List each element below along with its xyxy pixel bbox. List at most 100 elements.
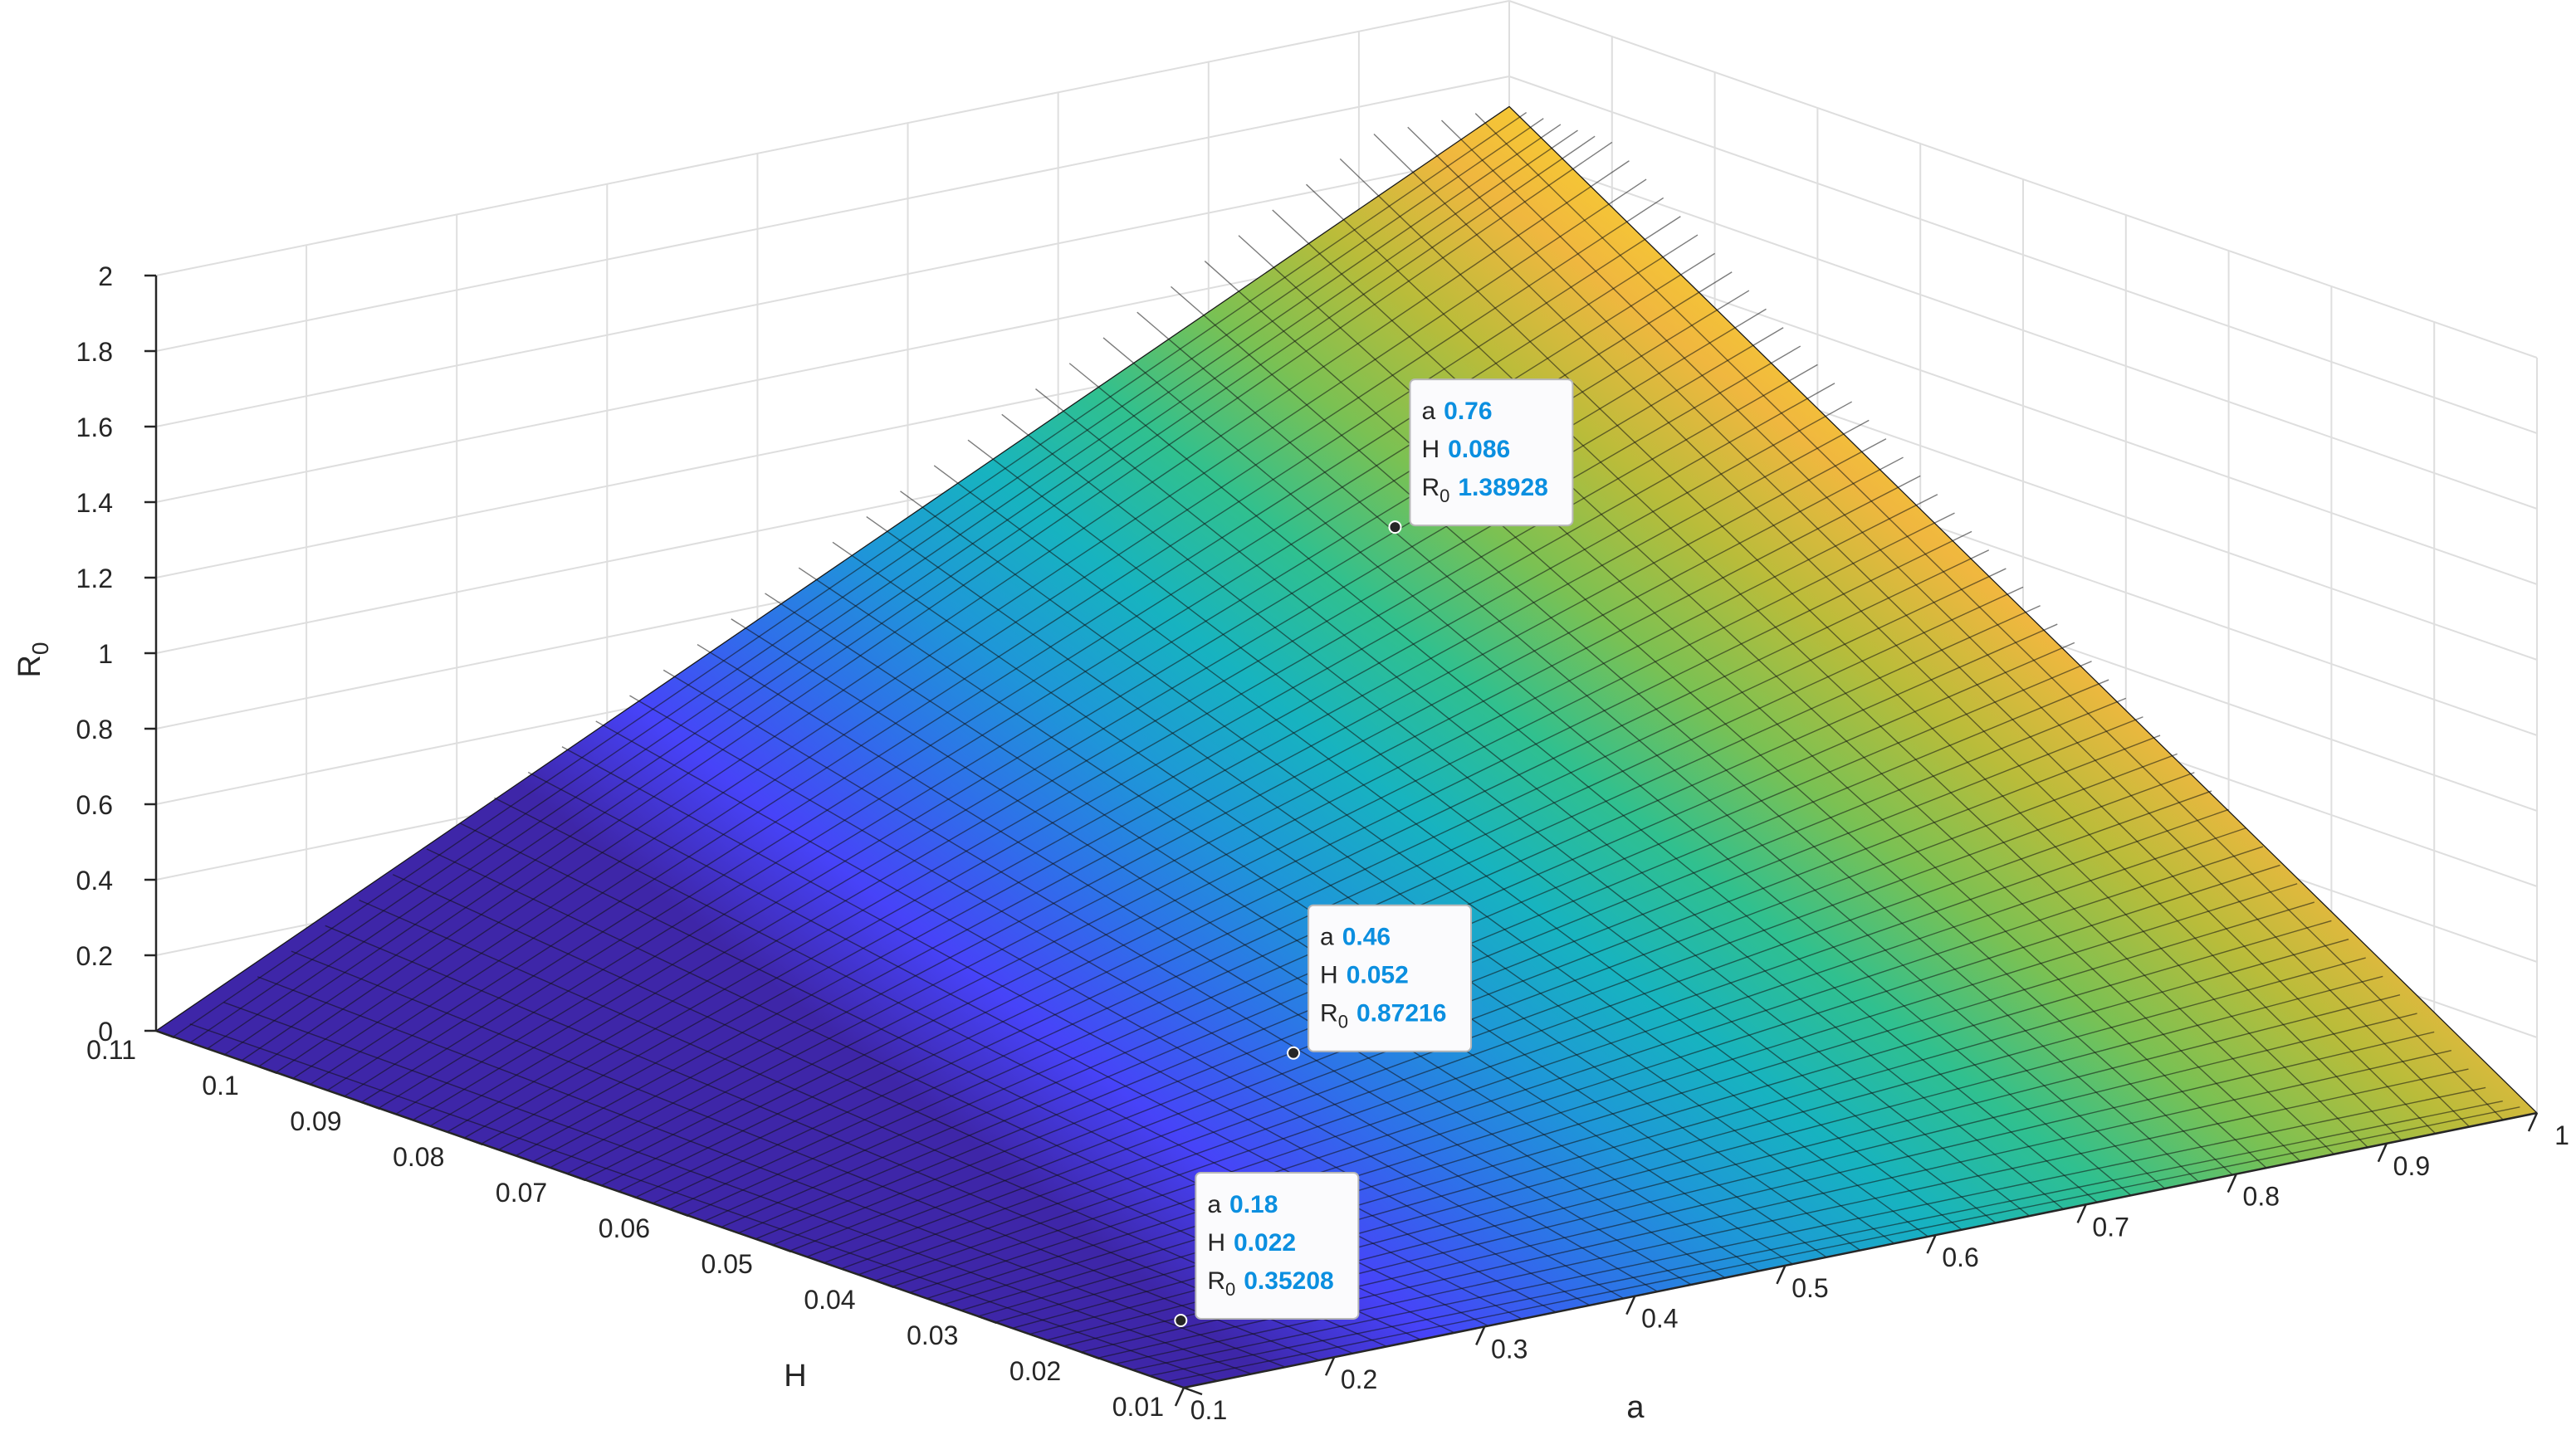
datatip-label-text: H — [1207, 1229, 1225, 1257]
datatip-box — [1195, 1171, 1360, 1320]
z-tick-label: 1.4 — [76, 488, 113, 518]
y-tick-mark — [977, 1315, 997, 1325]
x-tick-mark — [1324, 1356, 1336, 1376]
x-tick-mark — [1475, 1325, 1486, 1345]
y-tick-label: 0.01 — [1112, 1392, 1164, 1422]
datatip-label: R0 0.87216 — [1320, 1000, 1446, 1032]
x-tick-label: 1 — [2554, 1120, 2569, 1150]
x-tick-label: 0.7 — [2092, 1212, 2129, 1242]
datatip-box — [1409, 378, 1574, 527]
z-tick-label: 1 — [98, 639, 113, 669]
back-grid-line — [155, 76, 1510, 352]
mesh-line — [909, 846, 2264, 1293]
mesh-line — [1068, 363, 2098, 1203]
datatip-value: 0.87216 — [1356, 1000, 1446, 1027]
mesh-line — [257, 976, 1286, 1368]
datatip-value: 0.086 — [1448, 436, 1510, 463]
mesh-line — [344, 234, 1699, 1097]
x-tick-label: 0.6 — [1942, 1242, 1978, 1272]
mesh-line — [515, 419, 1870, 1157]
z-tick-label: 1.2 — [76, 564, 113, 593]
y-tick-label: 0.08 — [393, 1142, 444, 1172]
datatip-box — [1308, 904, 1473, 1052]
mesh-line — [276, 160, 1630, 1073]
datatip-label-text: R — [1320, 1000, 1338, 1027]
mesh-line — [241, 135, 1596, 1062]
z-axis-label: R0 — [12, 642, 53, 677]
z-tick-label: 0.8 — [76, 715, 113, 744]
y-tick-label: 0.03 — [907, 1320, 958, 1350]
mesh-line — [866, 515, 1895, 1244]
mesh-line — [481, 383, 1835, 1145]
datatip-label-text: R — [1207, 1267, 1225, 1295]
x-axis-line — [1183, 1111, 2538, 1389]
mesh-line — [1035, 388, 2064, 1210]
datatip-value: 0.052 — [1347, 962, 1409, 989]
x-tick-label: 0.5 — [1791, 1273, 1828, 1303]
mesh-line — [697, 643, 1726, 1279]
z-axis-label-main: R — [12, 655, 47, 677]
z-tick-label: 2 — [98, 261, 113, 291]
y-tick-mark — [1183, 1386, 1203, 1396]
y-tick-mark — [566, 1172, 586, 1182]
mesh-line — [1306, 183, 2334, 1155]
x-tick-label: 0.3 — [1491, 1334, 1528, 1364]
mesh-line — [1166, 1106, 2520, 1383]
y-tick-label: 0.05 — [701, 1249, 753, 1279]
mesh-line — [1272, 209, 2301, 1162]
mesh-line — [1001, 413, 2031, 1217]
mesh-line — [498, 401, 1853, 1150]
x-tick-mark — [2076, 1203, 2087, 1223]
axes-layer — [144, 274, 2539, 1407]
datatip-marker — [1287, 1046, 1301, 1060]
mesh-line — [653, 568, 2007, 1204]
mesh-line — [967, 439, 1997, 1223]
mesh-line — [291, 950, 1320, 1361]
y-axis-label: H — [784, 1359, 806, 1394]
mesh-line — [662, 669, 1692, 1286]
datatip-label: a 0.46 — [1320, 924, 1391, 951]
mesh-line — [224, 129, 1578, 1056]
datatip-label: a 0.18 — [1207, 1191, 1278, 1218]
mesh-line — [1149, 1100, 2503, 1377]
mesh-line — [155, 105, 1510, 1032]
x-axis-label: a — [1626, 1390, 1645, 1425]
mesh-line — [258, 141, 1613, 1067]
mesh-line — [824, 753, 2178, 1264]
mesh-line — [892, 827, 2246, 1287]
mesh-line — [618, 530, 1972, 1193]
mesh-line — [532, 438, 1887, 1163]
mesh-line — [1474, 113, 2504, 1120]
datatip-label-subscript: 0 — [1440, 486, 1449, 506]
y-tick-label: 0.1 — [202, 1071, 238, 1101]
y-tick-label: 0.02 — [1009, 1356, 1061, 1386]
y-tick-label: 0.09 — [290, 1106, 341, 1136]
y-tick-mark — [155, 1029, 175, 1039]
y-tick-label: 0.04 — [804, 1285, 855, 1315]
mesh-line — [1136, 311, 2166, 1189]
z-tick-label: 0.4 — [76, 866, 113, 896]
y-tick-mark — [772, 1243, 792, 1253]
x-tick-label: 0.8 — [2243, 1182, 2280, 1212]
x-tick-label: 0.2 — [1341, 1364, 1377, 1394]
z-tick-label: 0.2 — [76, 941, 113, 971]
mesh-line — [1132, 1086, 2486, 1371]
mesh-line — [173, 111, 1528, 1037]
y-tick-mark — [463, 1136, 483, 1146]
side-grid-line — [1508, 151, 2538, 510]
mesh-line — [464, 364, 1818, 1139]
mesh-line — [961, 901, 2314, 1311]
mesh-line — [595, 720, 1625, 1300]
datatip-label-text: H — [1421, 436, 1440, 463]
x-tick-label: 0.9 — [2393, 1151, 2430, 1181]
datatip: a 0.18H 0.022 R0 0.35208 — [1174, 1171, 1360, 1327]
back-grid-line — [155, 0, 1510, 276]
datatip-value: 0.35208 — [1244, 1267, 1333, 1295]
mesh-line — [875, 808, 2229, 1281]
datatip-value: 0.46 — [1342, 924, 1391, 951]
mesh-line — [635, 549, 1990, 1198]
mesh-line — [1407, 126, 2437, 1135]
y-tick-mark — [1080, 1350, 1100, 1360]
